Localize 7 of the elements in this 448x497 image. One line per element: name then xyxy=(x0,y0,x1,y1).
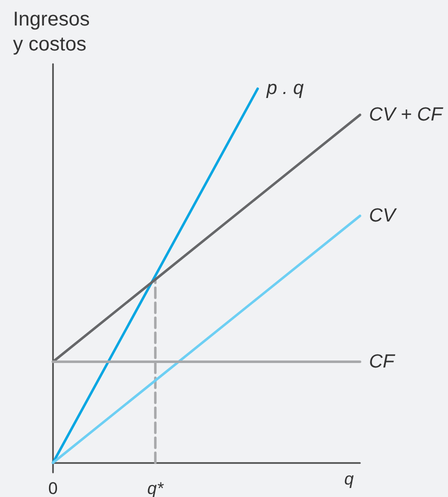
x-axis-title: q xyxy=(344,469,354,488)
y-axis-title: Ingresos y costos xyxy=(13,8,96,56)
series-label: p . q xyxy=(266,78,304,100)
series-label: CF xyxy=(369,351,396,372)
x-tick-label: 0 xyxy=(48,479,58,497)
series-label: CV xyxy=(369,205,398,226)
series-label: CV + CF xyxy=(369,104,444,126)
